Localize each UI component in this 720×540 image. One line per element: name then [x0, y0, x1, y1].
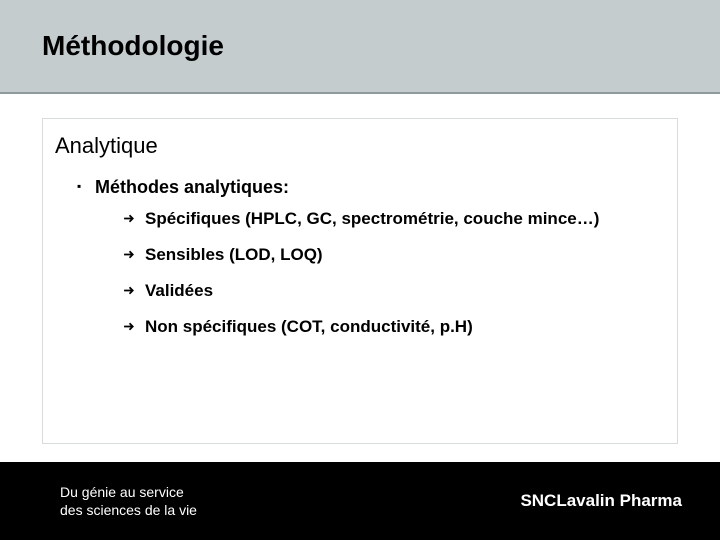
title-bar: Méthodologie [0, 0, 720, 92]
bullet-label: Méthodes analytiques: [95, 177, 289, 197]
title-underline [0, 92, 720, 94]
arrow-right-icon [123, 320, 136, 333]
arrow-item: Sensibles (LOD, LOQ) [123, 244, 665, 266]
arrow-text: Validées [145, 281, 213, 300]
footer-tagline-line2: des sciences de la vie [60, 501, 197, 519]
arrow-list: Spécifiques (HPLC, GC, spectrométrie, co… [95, 208, 665, 338]
bullet-list: Méthodes analytiques: Spécifiques (HPLC,… [55, 177, 665, 338]
section-heading: Analytique [55, 133, 665, 159]
slide-title: Méthodologie [42, 30, 224, 62]
content-box: Analytique Méthodes analytiques: Spécifi… [42, 118, 678, 444]
footer: Du génie au service des sciences de la v… [0, 462, 720, 540]
arrow-text: Sensibles (LOD, LOQ) [145, 245, 323, 264]
footer-brand: SNCLavalin Pharma [520, 491, 682, 511]
footer-tagline-line1: Du génie au service [60, 483, 197, 501]
arrow-right-icon [123, 248, 136, 261]
bullet-item: Méthodes analytiques: Spécifiques (HPLC,… [77, 177, 665, 338]
arrow-right-icon [123, 212, 136, 225]
arrow-item: Spécifiques (HPLC, GC, spectrométrie, co… [123, 208, 665, 230]
arrow-right-icon [123, 284, 136, 297]
arrow-text: Spécifiques (HPLC, GC, spectrométrie, co… [145, 209, 599, 228]
arrow-item: Non spécifiques (COT, conductivité, p.H) [123, 316, 665, 338]
arrow-text: Non spécifiques (COT, conductivité, p.H) [145, 317, 473, 336]
arrow-item: Validées [123, 280, 665, 302]
slide: Méthodologie Analytique Méthodes analyti… [0, 0, 720, 540]
footer-tagline: Du génie au service des sciences de la v… [60, 483, 197, 519]
